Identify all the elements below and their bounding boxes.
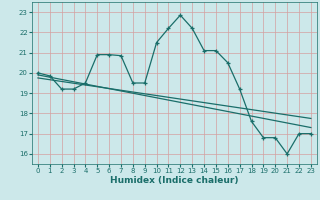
- X-axis label: Humidex (Indice chaleur): Humidex (Indice chaleur): [110, 176, 239, 185]
